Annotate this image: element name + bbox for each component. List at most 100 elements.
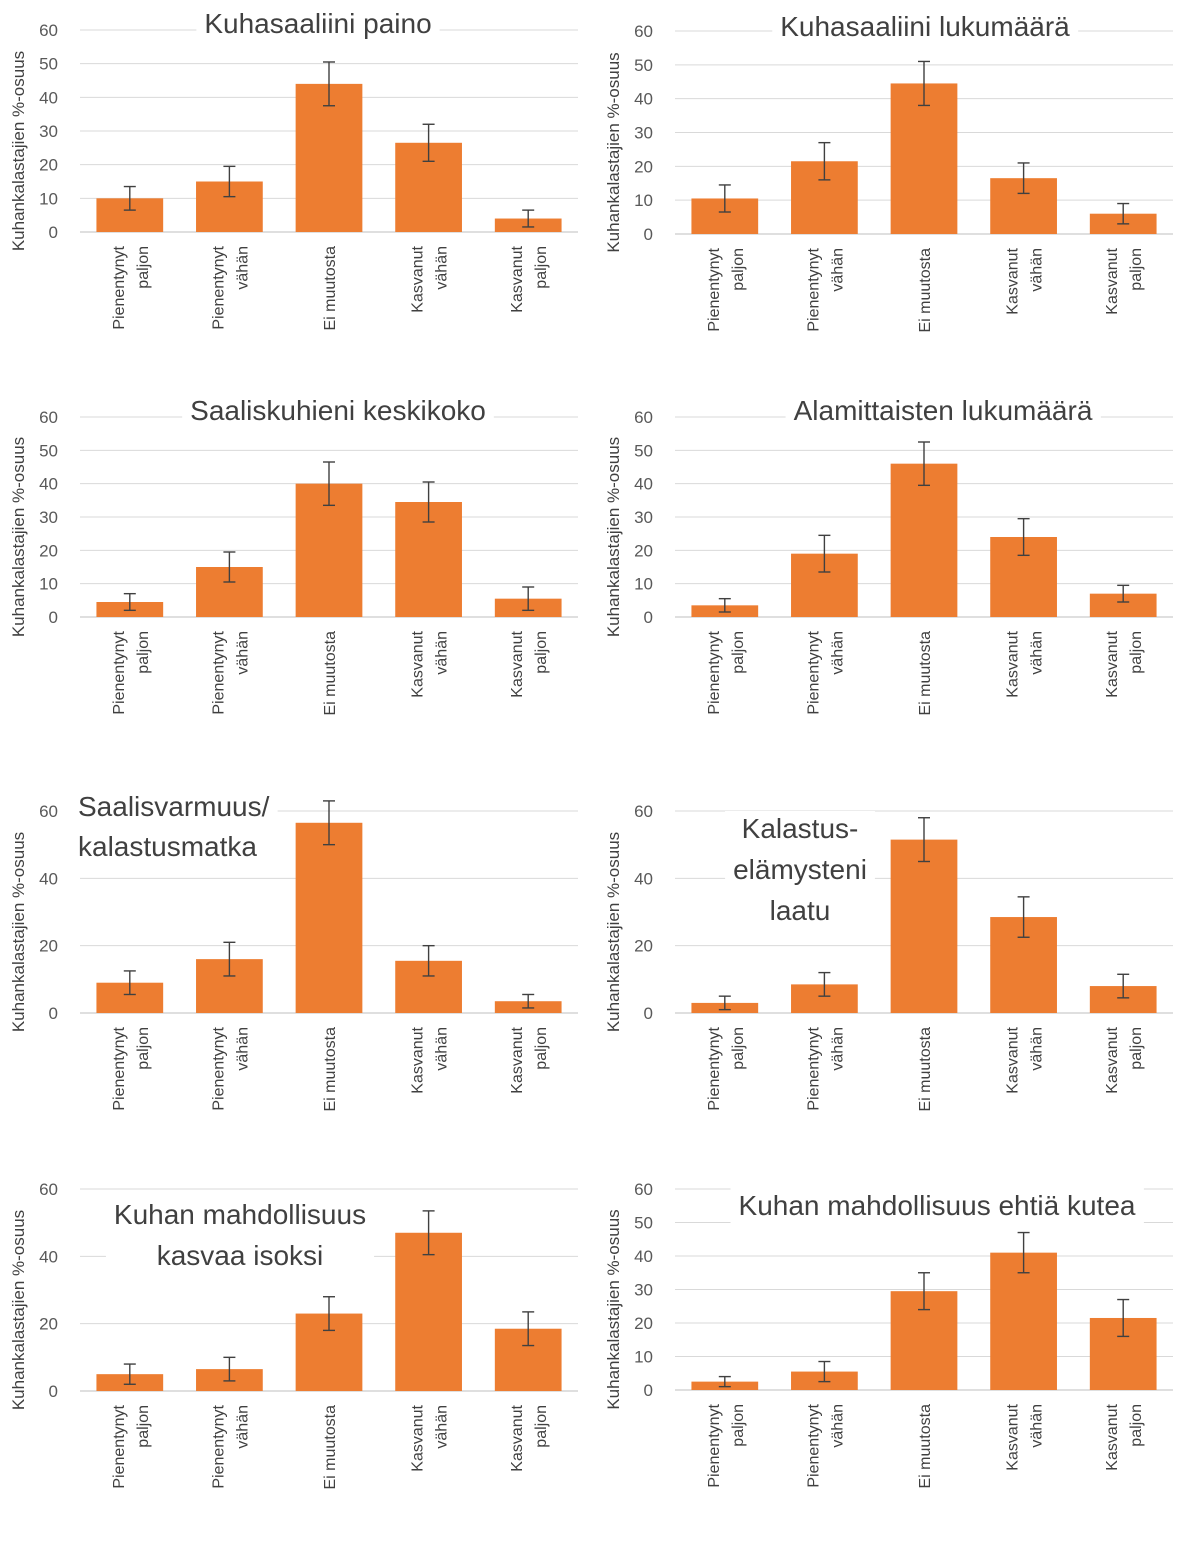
y-tick-label: 0 — [49, 1004, 58, 1023]
x-tick-label: Kasvanut — [410, 1026, 427, 1093]
x-tick-label: paljon — [135, 1405, 152, 1448]
chart-title-background — [725, 811, 875, 928]
svg-text:Alamittaisten lukumäärä: Alamittaisten lukumäärä — [794, 395, 1093, 426]
chart-svg: 0 10 20 30 40 50 60 Kuhankalastajien %-osuus Pie… — [9, 393, 578, 715]
y-tick-label: 60 — [634, 408, 653, 427]
x-tick-label: Pienentynyt — [805, 630, 822, 714]
x-tick-label: paljon — [533, 631, 550, 674]
error-bar — [223, 941, 236, 977]
x-tick-label: vähän — [234, 1405, 251, 1449]
error-bar — [918, 817, 930, 863]
svg-text:laatu: laatu — [770, 895, 831, 926]
svg-text:Kuhasaaliini paino: Kuhasaaliini paino — [204, 8, 431, 39]
y-axis-label: Kuhankalastajien %-osuus — [9, 51, 28, 251]
x-tick-label: Ei muutosta — [917, 1027, 934, 1112]
x-tick-label: Pienentynyt — [111, 630, 128, 714]
chart-title-background — [182, 393, 494, 428]
y-tick-label: 20 — [634, 1314, 653, 1333]
error-bar — [1117, 1298, 1130, 1338]
chart-svg: 0 20 40 60 Kuhankalastajien %-osuus Pienentyn… — [604, 802, 1173, 1112]
error-bar — [522, 1311, 535, 1347]
y-tick-label: 30 — [39, 508, 58, 527]
chart-title-background — [730, 1188, 1144, 1223]
bar — [890, 83, 958, 234]
y-tick-label: 60 — [634, 802, 653, 821]
y-axis-label: Kuhankalastajien %-osuus — [604, 437, 623, 637]
y-tick-label: 40 — [634, 90, 653, 109]
chart-grid: 0 10 20 30 40 50 60 Kuhankalastajien %-osuus Pie… — [9, 0, 1190, 1490]
y-tick-label: 30 — [634, 1281, 653, 1300]
x-tick-label: Pienentynyt — [210, 630, 227, 714]
x-tick-label: Kasvanut — [1104, 630, 1121, 697]
chart-svg: 0 10 20 30 40 50 60 Kuhankalastajien %-osuus Pie… — [604, 9, 1173, 332]
error-bar — [522, 993, 535, 1009]
y-tick-label: 30 — [39, 122, 58, 141]
y-tick-label: 0 — [644, 225, 653, 244]
x-tick-label: vähän — [434, 1027, 451, 1071]
y-tick-label: 30 — [634, 508, 653, 527]
error-bar — [1017, 1231, 1030, 1274]
y-tick-label: 50 — [634, 56, 653, 75]
error-bar — [123, 592, 136, 612]
chart-title-background — [785, 393, 1101, 428]
x-tick-label: vähän — [234, 246, 251, 290]
error-bar — [1117, 973, 1130, 999]
x-tick-label: vähän — [1029, 631, 1046, 675]
chart-title-background — [196, 6, 440, 41]
error-bar — [522, 209, 535, 228]
error-bar — [918, 1272, 930, 1311]
x-tick-label: Kasvanut — [509, 245, 526, 312]
chart-title: Kuhasaaliini lukumäärä — [772, 9, 1079, 44]
y-tick-label: 10 — [39, 575, 58, 594]
error-bar — [818, 1360, 831, 1383]
error-bar — [323, 1296, 335, 1332]
y-tick-label: 60 — [634, 22, 653, 41]
x-tick-label: paljon — [135, 246, 152, 289]
x-tick-label: Ei muutosta — [322, 1405, 339, 1490]
bar-chart-2: 0 10 20 30 40 50 60 Kuhankalastajien %-osuus Pie… — [595, 0, 1190, 378]
x-tick-label: Kasvanut — [410, 245, 427, 312]
error-bar — [522, 586, 535, 612]
x-tick-label: paljon — [730, 631, 747, 674]
x-tick-label: Kasvanut — [1005, 1403, 1022, 1470]
chart-svg: 0 10 20 30 40 50 60 Kuhankalastajien %-osuus Pie… — [9, 6, 578, 331]
svg-text:Saalisvarmuus/: Saalisvarmuus/ — [78, 791, 270, 822]
y-tick-label: 40 — [634, 869, 653, 888]
x-tick-label: paljon — [1128, 1027, 1145, 1070]
x-tick-label: vähän — [234, 1027, 251, 1071]
chart-title: Alamittaisten lukumäärä — [785, 393, 1101, 428]
x-tick-label: paljon — [1128, 631, 1145, 674]
y-tick-label: 0 — [644, 1381, 653, 1400]
x-tick-label: Ei muutosta — [322, 246, 339, 331]
error-bar — [818, 971, 831, 997]
x-tick-label: paljon — [730, 1404, 747, 1447]
y-tick-label: 40 — [39, 1247, 58, 1266]
x-tick-label: Pienentynyt — [706, 1403, 723, 1487]
x-tick-label: Pienentynyt — [210, 245, 227, 329]
x-tick-label: Pienentynyt — [805, 1403, 822, 1487]
y-tick-label: 60 — [39, 802, 58, 821]
error-bar — [123, 970, 136, 996]
y-axis-label: Kuhankalastajien %-osuus — [604, 1209, 623, 1409]
y-tick-label: 20 — [634, 541, 653, 560]
x-tick-label: paljon — [533, 1405, 550, 1448]
x-tick-label: Pienentynyt — [805, 1026, 822, 1110]
x-tick-label: Kasvanut — [1005, 630, 1022, 697]
x-tick-label: Pienentynyt — [706, 1026, 723, 1110]
error-bar — [323, 61, 335, 107]
svg-text:Kuhan mahdollisuus: Kuhan mahdollisuus — [114, 1199, 366, 1230]
x-tick-label: vähän — [1029, 248, 1046, 292]
y-tick-label: 10 — [39, 189, 58, 208]
bar — [295, 83, 363, 232]
bar — [395, 1232, 462, 1391]
y-tick-label: 40 — [39, 869, 58, 888]
bar — [1089, 593, 1157, 617]
chart-title: Saalisvarmuus/kalastusmatka — [70, 789, 278, 864]
x-tick-label: Pienentynyt — [210, 1026, 227, 1110]
y-tick-label: 10 — [634, 575, 653, 594]
error-bar — [323, 800, 335, 846]
x-tick-label: Ei muutosta — [917, 1404, 934, 1489]
chart-title: Saaliskuhieni keskikoko — [182, 393, 494, 428]
x-tick-label: Pienentynyt — [111, 1026, 128, 1110]
x-tick-label: paljon — [135, 631, 152, 674]
